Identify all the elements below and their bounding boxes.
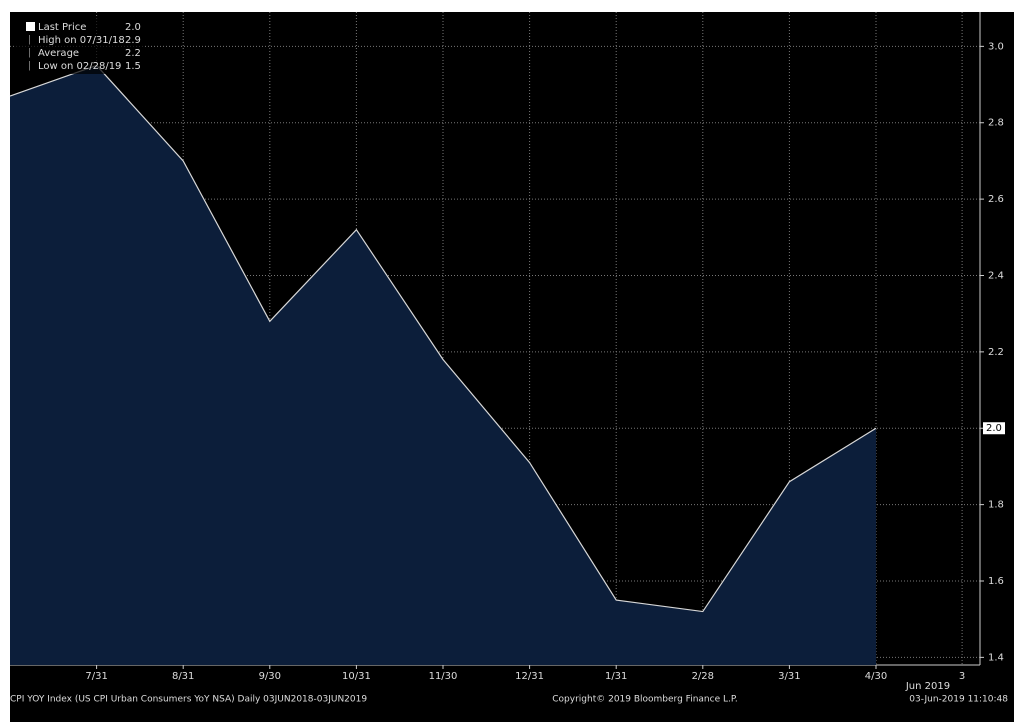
legend-value: 2.2 bbox=[125, 48, 141, 59]
y-tick-label: 1.8 bbox=[988, 500, 1004, 511]
y-tick-label: 1.6 bbox=[988, 576, 1004, 587]
y-tick-label: 2.8 bbox=[988, 118, 1004, 129]
x-month-label: Jun 2019 bbox=[905, 681, 950, 692]
plot bbox=[9, 12, 984, 669]
legend-box bbox=[14, 16, 144, 74]
y-tick-label: 1.4 bbox=[988, 652, 1004, 663]
last-price-box bbox=[983, 422, 1005, 435]
x-tick-label: 1/31 bbox=[605, 671, 627, 682]
x-tick-label: 2/28 bbox=[692, 671, 714, 682]
area bbox=[10, 65, 876, 666]
legend-label: Low on 02/28/19 bbox=[38, 61, 121, 72]
x-tick-label: 11/30 bbox=[429, 671, 458, 682]
legend-swatch bbox=[26, 22, 35, 31]
legend-icon: │ bbox=[27, 48, 32, 58]
x-tick-label: 8/31 bbox=[172, 671, 194, 682]
footer-center: Copyright© 2019 Bloomberg Finance L.P. bbox=[552, 695, 737, 705]
x-tick-label: 3/31 bbox=[778, 671, 800, 682]
x-tick-label: 12/31 bbox=[515, 671, 544, 682]
legend-value: 2.9 bbox=[125, 35, 141, 46]
y-tick-label: 2.6 bbox=[988, 194, 1004, 205]
x-tick-label: 7/31 bbox=[85, 671, 107, 682]
line bbox=[9, 64, 877, 613]
y-tick-label: 3.0 bbox=[988, 41, 1004, 52]
x-tick-label: 3 bbox=[959, 671, 965, 682]
footer-left: CPI YOY Index (US CPI Urban Consumers Yo… bbox=[10, 695, 367, 705]
legend-label: Average bbox=[38, 48, 79, 59]
y-tick-label: 2.4 bbox=[988, 270, 1004, 281]
x-tick-label: 4/30 bbox=[865, 671, 887, 682]
legend-label: Last Price bbox=[38, 22, 86, 33]
legend-icon: │ bbox=[27, 35, 32, 45]
last-price-label: 2.0 bbox=[986, 423, 1002, 434]
legend-value: 2.0 bbox=[125, 22, 141, 33]
x-tick-label: 9/30 bbox=[259, 671, 281, 682]
footer-right: 03-Jun-2019 11:10:48 bbox=[909, 695, 1008, 705]
y-tick-label: 2.2 bbox=[988, 347, 1004, 358]
x-tick-label: 10/31 bbox=[342, 671, 371, 682]
legend-value: 1.5 bbox=[125, 61, 141, 72]
legend-label: High on 07/31/18 bbox=[38, 35, 125, 46]
legend-icon: │ bbox=[27, 61, 32, 71]
